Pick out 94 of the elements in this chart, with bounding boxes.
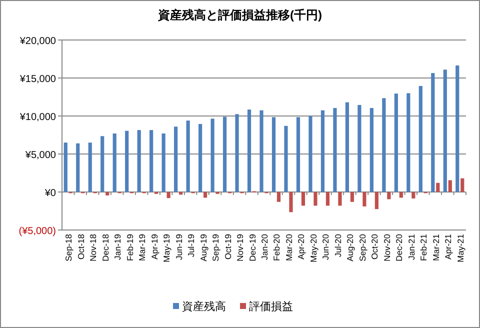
bar <box>362 192 366 206</box>
y-tick-label: ¥15,000 <box>18 74 56 85</box>
bar <box>137 130 141 192</box>
x-tick-label: Jul-19 <box>186 234 196 258</box>
x-tick-label: Oct-18 <box>76 234 86 260</box>
x-tick-label: Nov-18 <box>88 234 98 262</box>
bar <box>235 114 239 192</box>
bar <box>112 133 116 192</box>
x-tick-label: Jan-21 <box>406 234 416 260</box>
x-tick-label: Aug-19 <box>198 234 208 262</box>
bar <box>174 126 178 192</box>
bar <box>247 110 252 192</box>
bar <box>106 192 110 196</box>
bar <box>162 133 166 192</box>
bar <box>88 142 92 192</box>
bar <box>358 104 362 192</box>
bar <box>394 94 398 192</box>
bar <box>260 110 264 192</box>
bar <box>326 192 330 206</box>
x-tick-label: May-21 <box>455 234 466 262</box>
bar <box>333 108 337 192</box>
y-tick-label: ¥0 <box>44 188 56 199</box>
x-tick-label: Dec-18 <box>100 234 110 262</box>
x-tick-label: Jan-20 <box>260 234 270 260</box>
bar <box>296 117 300 192</box>
x-tick-label: May-19 <box>162 234 172 262</box>
bar <box>320 110 325 192</box>
bar <box>166 192 170 198</box>
bar <box>460 178 464 192</box>
bar <box>186 120 190 192</box>
x-tick-label: Nov-20 <box>382 234 392 262</box>
bar <box>387 192 391 200</box>
legend-label: 評価損益 <box>249 300 293 313</box>
y-tick-label: (¥5,000) <box>18 226 56 237</box>
bar <box>418 86 422 192</box>
bar <box>443 70 447 192</box>
bar <box>76 143 80 192</box>
x-tick-label: Apr-20 <box>296 234 306 260</box>
bar <box>100 136 104 192</box>
x-tick-label: Dec-19 <box>247 234 258 262</box>
x-tick-label: Aug-20 <box>345 234 356 262</box>
bar <box>399 192 403 198</box>
x-tick-label: Oct-19 <box>222 234 233 260</box>
bar <box>314 192 318 206</box>
x-tick-label: Sep-18 <box>64 234 74 262</box>
bar <box>412 192 416 198</box>
bar <box>301 192 306 206</box>
x-tick-label: Feb-20 <box>272 234 282 261</box>
bar <box>150 130 154 192</box>
bar <box>456 65 460 192</box>
x-tick-label: Jun-19 <box>174 234 184 260</box>
bar <box>276 192 281 202</box>
x-tick-label: Mar-20 <box>284 234 294 261</box>
bar <box>338 192 342 206</box>
bar <box>374 192 378 210</box>
chart-title: 資産残高と評価損益推移(千円) <box>157 8 322 22</box>
x-tick-label: Jun-20 <box>320 234 331 260</box>
bar <box>448 180 452 192</box>
x-tick-label: Jan-19 <box>112 234 123 260</box>
y-tick-label: ¥20,000 <box>18 36 56 47</box>
bar <box>272 117 276 192</box>
bar <box>125 130 129 192</box>
bar <box>308 116 312 192</box>
x-tick-label: Feb-21 <box>418 234 429 261</box>
x-tick-label: Sep-20 <box>357 234 368 262</box>
bar <box>345 102 349 192</box>
x-tick-label: Mar-21 <box>430 234 441 261</box>
x-tick-label: Mar-19 <box>137 234 148 261</box>
x-tick-label: Jul-20 <box>332 234 343 258</box>
x-tick-label: Oct-20 <box>370 234 380 260</box>
bar <box>406 93 410 192</box>
bar <box>382 98 386 192</box>
x-tick-label: Sep-19 <box>210 234 221 262</box>
bar <box>370 108 374 192</box>
bar <box>210 118 214 192</box>
x-tick-label: Nov-19 <box>235 234 246 262</box>
bar <box>350 192 354 202</box>
legend-label: 資産残高 <box>182 300 226 313</box>
x-tick-label: Feb-19 <box>124 234 135 261</box>
y-tick-label: ¥5,000 <box>24 150 56 161</box>
y-tick-label: ¥10,000 <box>18 112 56 123</box>
bar <box>436 182 440 192</box>
bar <box>289 192 293 212</box>
x-tick-label: Apr-19 <box>149 234 160 260</box>
bar <box>203 192 208 198</box>
bar <box>64 142 68 192</box>
x-tick-label: May-20 <box>308 234 318 262</box>
bar <box>431 73 435 192</box>
bar <box>284 126 288 192</box>
bar <box>179 192 183 195</box>
x-tick-label: Dec-20 <box>394 234 404 262</box>
bar <box>222 116 227 192</box>
bar <box>198 124 202 192</box>
x-tick-label: Apr-21 <box>443 234 454 260</box>
